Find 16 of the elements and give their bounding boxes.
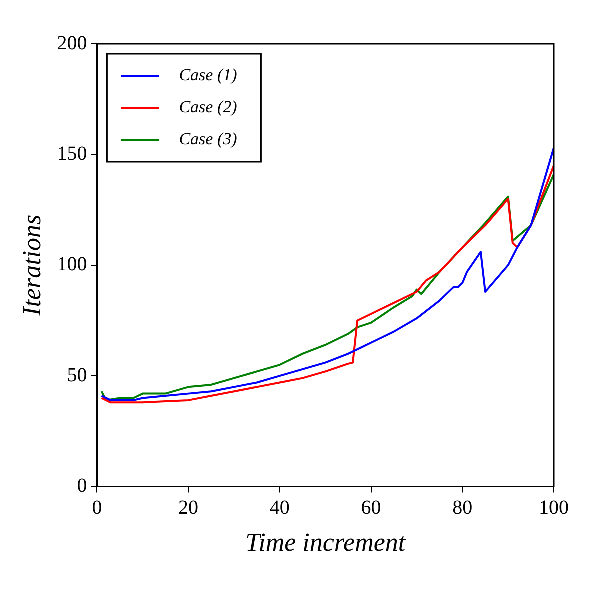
legend-label: Case (3) bbox=[179, 129, 238, 148]
x-tick-label: 20 bbox=[178, 497, 199, 520]
y-axis-title: Iterations bbox=[17, 214, 46, 317]
legend-label: Case (1) bbox=[179, 65, 238, 84]
x-axis-title: Time increment bbox=[246, 528, 406, 558]
x-tick-label: 100 bbox=[539, 497, 569, 520]
y-tick-label: 200 bbox=[57, 32, 88, 54]
x-tick-label: 80 bbox=[452, 497, 473, 520]
y-tick-label: 50 bbox=[67, 364, 88, 386]
x-tick-label: 0 bbox=[92, 497, 102, 520]
y-tick-label: 150 bbox=[57, 142, 88, 165]
y-tick-label: 100 bbox=[57, 254, 88, 276]
legend-label: Case (2) bbox=[179, 97, 238, 116]
y-tick-label: 0 bbox=[77, 475, 88, 498]
x-tick-label: 40 bbox=[270, 497, 290, 520]
x-tick-label: 60 bbox=[361, 497, 382, 520]
